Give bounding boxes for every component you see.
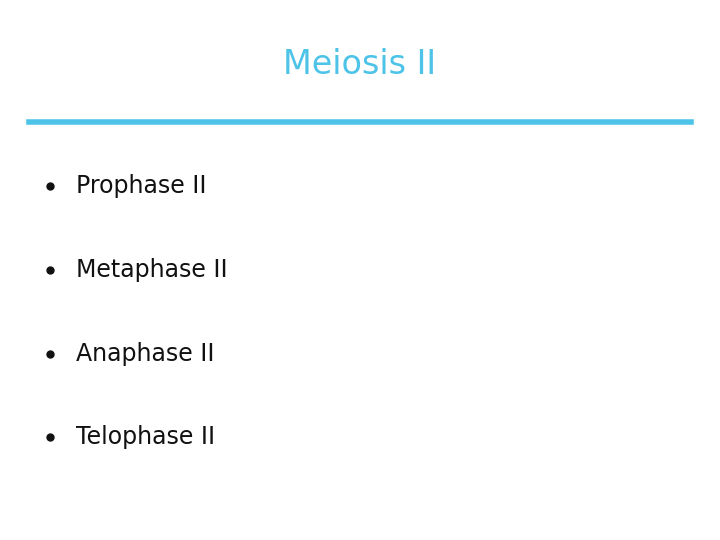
Text: Telophase II: Telophase II [76,426,215,449]
Text: Meiosis II: Meiosis II [284,48,436,82]
Text: Anaphase II: Anaphase II [76,342,214,366]
Text: Prophase II: Prophase II [76,174,206,198]
Text: Metaphase II: Metaphase II [76,258,228,282]
